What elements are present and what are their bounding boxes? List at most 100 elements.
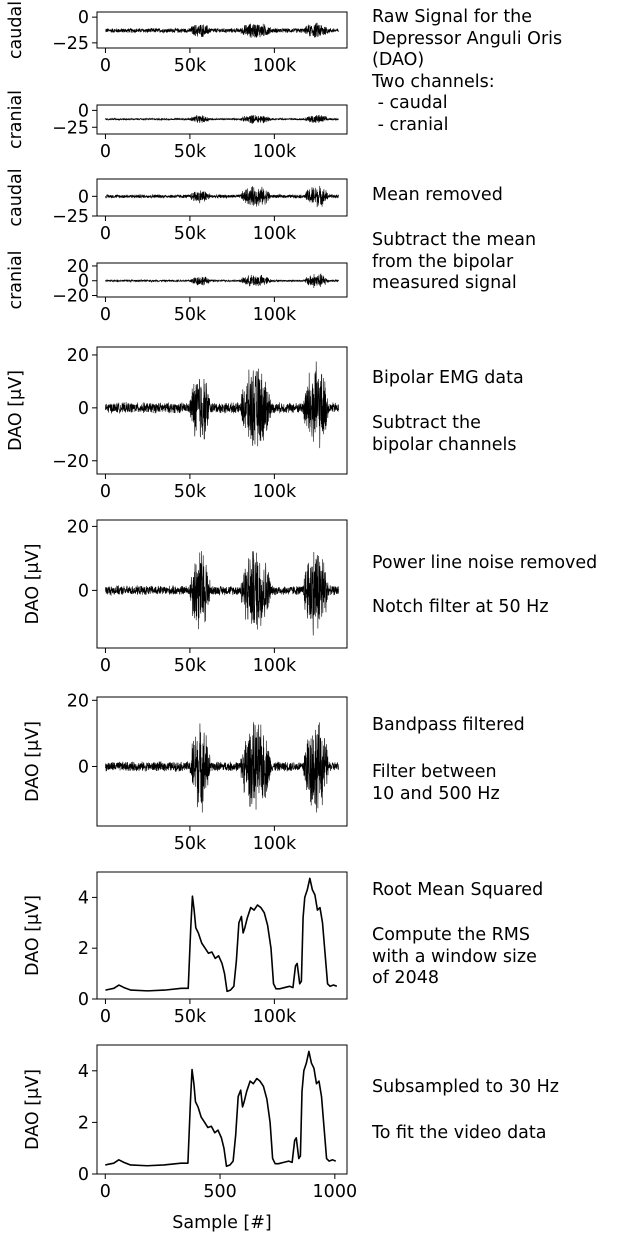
description-line: of 2048 <box>372 968 439 988</box>
subplot-9: 0 500 1000 0 2 4 DAO [μV] <box>23 1044 358 1202</box>
y-axis-label: DAO [μV] <box>6 370 26 451</box>
x-tick-label: 0 <box>100 56 111 76</box>
x-tick-label: 1000 <box>313 1182 358 1202</box>
axes-frame <box>96 262 348 298</box>
emg-signal-trace <box>105 185 339 208</box>
y-tick-label: −25 <box>52 207 89 227</box>
x-tick-label: 100k <box>253 305 297 325</box>
axes-frame <box>96 696 348 827</box>
description-line: Compute the RMS <box>372 925 531 945</box>
x-tick-label: 50k <box>174 834 207 854</box>
description-line: measured signal <box>372 273 517 293</box>
description-line: Subtract the <box>372 413 481 433</box>
y-axis-label: caudal <box>6 168 26 226</box>
x-tick-label: 100k <box>253 1007 297 1027</box>
description-line: 10 and 500 Hz <box>372 783 500 804</box>
step-description: Raw Signal for the Depressor Anguli Oris(… <box>372 7 562 136</box>
y-axis-label: cranial <box>6 250 26 309</box>
x-tick-label: 100k <box>253 656 297 676</box>
step-description: Subtract the mean from the bipolar measure… <box>372 230 536 295</box>
description-line: Notch filter at 50 Hz <box>372 597 549 617</box>
description-line: Power line noise removed <box>372 553 598 573</box>
step-description: Subtract the bipolar channels <box>372 413 517 456</box>
description-line: Root Mean Squared <box>372 880 544 900</box>
x-tick-label: 100k <box>253 224 297 244</box>
description-line: Raw Signal for the <box>372 7 533 27</box>
axes-frame <box>96 1044 348 1175</box>
y-tick-label: 4 <box>78 888 89 908</box>
step-description: Bandpass filtered <box>372 715 525 737</box>
emg-signal-trace <box>105 361 339 449</box>
y-tick-label: 0 <box>78 757 89 777</box>
y-tick-label: 4 <box>78 1062 89 1082</box>
description-line: Bandpass filtered <box>372 715 525 735</box>
y-tick-label: 2 <box>78 1113 89 1133</box>
x-tick-label: 0 <box>100 1007 111 1027</box>
x-tick-label: 100k <box>253 482 297 502</box>
x-tick-label: 50k <box>174 56 207 76</box>
x-tick-label: 0 <box>100 305 111 325</box>
rms-line <box>105 1050 337 1168</box>
description-line: To fit the video data <box>372 1123 547 1143</box>
x-tick-label: 100k <box>253 834 297 854</box>
description-line: with a window size <box>372 946 537 967</box>
axes-frame <box>96 871 348 1000</box>
axes-frame <box>96 519 348 649</box>
x-tick-label: 0 <box>100 1182 111 1202</box>
step-description: Subsampled to 30 Hz <box>372 1077 559 1099</box>
x-tick-label: 50k <box>174 224 207 244</box>
step-description: Root Mean Squared <box>372 880 543 902</box>
description-line: (DAO) <box>372 50 425 70</box>
y-axis-label: cranial <box>6 90 26 149</box>
description-line: - cranial <box>372 114 449 135</box>
y-tick-label: 20 <box>67 257 89 277</box>
description-line: Mean removed <box>372 185 503 205</box>
y-tick-label: 20 <box>67 346 89 366</box>
step-description: Filter between 10 and 500 Hz <box>372 762 500 805</box>
emg-signal-trace <box>105 114 339 124</box>
description-line: Subsampled to 30 Hz <box>372 1077 559 1097</box>
y-tick-label: −25 <box>52 34 89 54</box>
step-description: Compute the RMS with a window size of 2048 <box>372 925 537 990</box>
y-tick-label: 20 <box>67 517 89 537</box>
step-description: Notch filter at 50 Hz <box>372 597 549 619</box>
y-axis-label: DAO [μV] <box>23 544 43 625</box>
x-tick-label: 50k <box>174 142 207 162</box>
rms-line <box>105 877 338 993</box>
y-tick-label: 0 <box>78 399 89 419</box>
step-description: Mean removed <box>372 185 503 207</box>
x-tick-label: 50k <box>174 1007 207 1027</box>
subplot-1: 0 50k 100k 0 −25 caudal <box>6 1 348 76</box>
y-tick-label: 0 <box>78 581 89 601</box>
emg-signal-trace <box>105 22 339 38</box>
subplot-5: 0 50k 100k 20 0 −20 DAO [μV] <box>6 346 348 502</box>
subplot-6: 0 50k 100k 20 0 DAO [μV] <box>23 517 348 676</box>
x-tick-label: 100k <box>253 142 297 162</box>
axes-frame <box>96 346 348 475</box>
axes-frame <box>96 178 348 217</box>
x-tick-label: 500 <box>203 1182 236 1202</box>
x-tick-label: 0 <box>100 656 111 676</box>
y-axis-label: DAO [μV] <box>23 895 43 976</box>
y-tick-label: 2 <box>78 939 89 959</box>
description-line: bipolar channels <box>372 434 517 455</box>
emg-signal-trace <box>105 551 339 636</box>
x-tick-label: 0 <box>100 142 111 162</box>
subplot-8: 0 50k 100k 0 2 4 DAO [μV] <box>23 871 348 1027</box>
x-tick-label: 0 <box>100 224 111 244</box>
description-line: Two channels: <box>372 71 495 92</box>
description-line: Subtract the mean <box>372 230 537 250</box>
description-line: from the bipolar <box>372 251 514 272</box>
subplot-7: 50k 100k 20 0 DAO [μV] <box>23 691 348 854</box>
y-axis-label: DAO [μV] <box>23 1069 43 1150</box>
x-tick-label: 100k <box>253 56 297 76</box>
emg-signal-trace <box>105 273 339 288</box>
y-tick-label: 0 <box>78 990 89 1010</box>
emg-signal-trace <box>105 722 339 813</box>
y-tick-label: 20 <box>67 691 89 711</box>
axes-frame <box>96 104 348 135</box>
description-line: Depressor Anguli Oris <box>372 28 563 49</box>
x-tick-label: 50k <box>174 482 207 502</box>
